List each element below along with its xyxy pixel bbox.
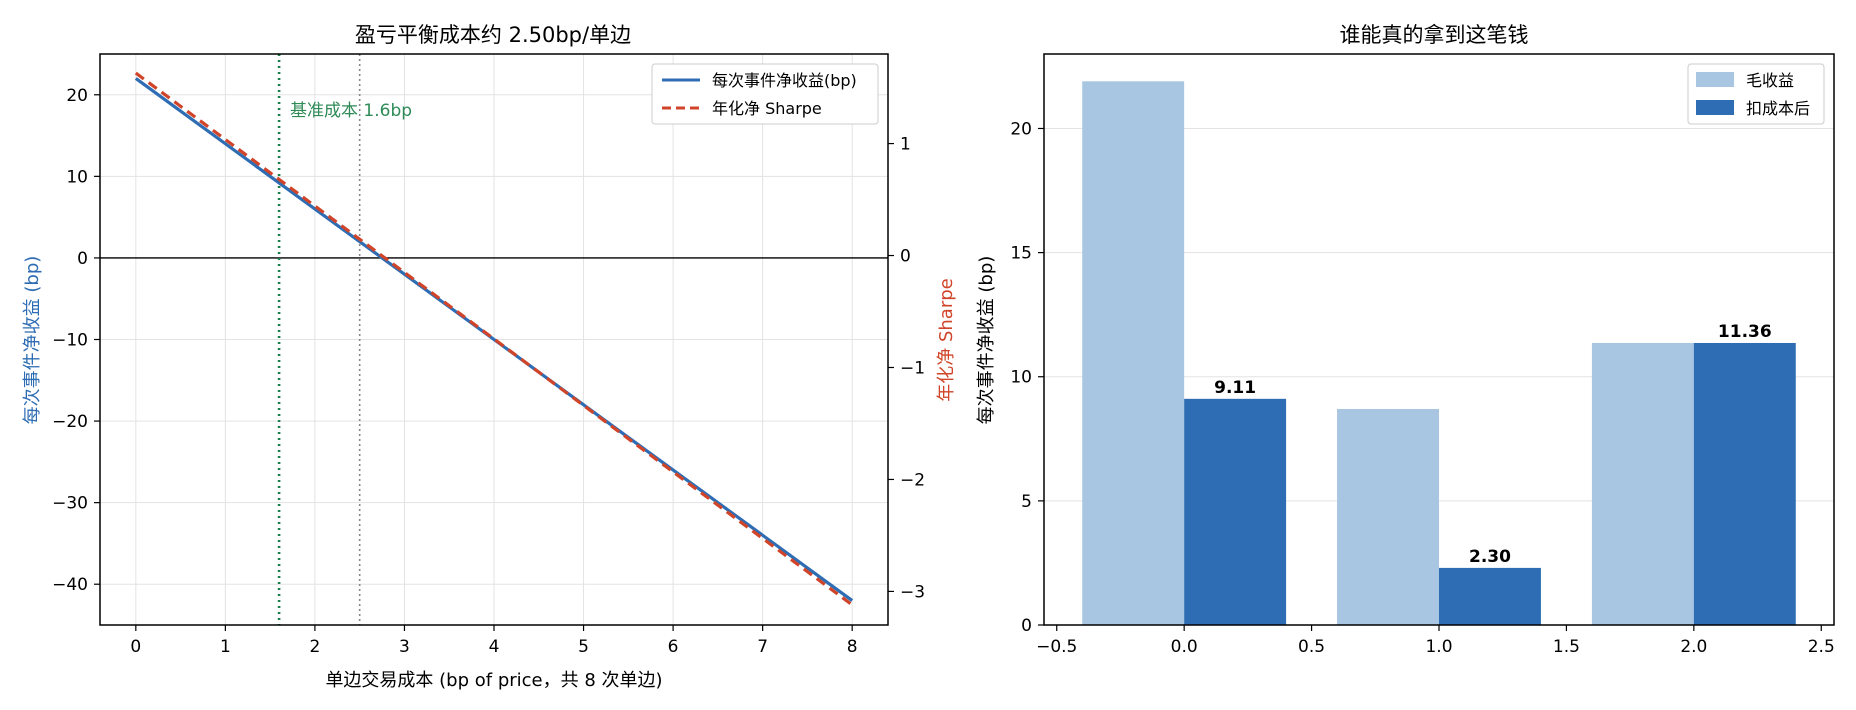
left-y-tick-label: 20: [66, 86, 88, 106]
left-x-tick-label: 3: [399, 637, 410, 657]
left-x-tick-label: 4: [489, 637, 500, 657]
right-y-tick-label: 10: [1010, 368, 1032, 388]
left-y-tick-label: −20: [52, 412, 88, 432]
gross-return-bar: [1082, 81, 1185, 625]
left-x-tick-label: 6: [668, 637, 679, 657]
bar-value-label: 9.11: [1214, 378, 1256, 398]
right-y-tick-label: 5: [1021, 492, 1032, 512]
net-return-bar: [1439, 567, 1541, 625]
left-legend: 每次事件净收益(bp) 年化净 Sharpe: [651, 63, 879, 125]
legend-gross-label: 毛收益: [1746, 71, 1794, 90]
left-x-ticks: 0 1 2 3 4 5 6 7 8: [130, 625, 858, 657]
left-y-tick-label: 10: [66, 167, 88, 187]
bar-value-label: 2.30: [1469, 547, 1511, 567]
left-y-tick-label: −10: [52, 331, 88, 351]
left-y-tick-label: −40: [52, 575, 88, 595]
gross-return-bar: [1337, 409, 1439, 625]
right-y-ticks: 0 5 10 15 20: [1010, 119, 1044, 636]
right-chart: 谁能真的拿到这笔钱 9.11 2.30 11.36 −0.5 0.0 0.5 1.0 1.5…: [976, 23, 1835, 657]
left-x-axis-label: 单边交易成本 (bp of price，共 8 次单边): [325, 670, 662, 691]
left-y-tick-label: −30: [52, 494, 88, 514]
right-y-axis-label: 每次事件净收益 (bp): [976, 256, 997, 425]
right-x-tick-label: 0.0: [1171, 637, 1198, 657]
right-x-tick-label: 1.0: [1425, 637, 1452, 657]
left-y2-tick-label: −3: [900, 582, 925, 602]
sharpe-line: [134, 71, 854, 607]
left-plot-area: [100, 54, 888, 625]
right-y-tick-label: 20: [1010, 119, 1032, 139]
net-return-bar: [1184, 398, 1287, 625]
left-chart-title: 盈亏平衡成本约 2.50bp/单边: [355, 23, 631, 47]
right-x-tick-label: 0.5: [1298, 637, 1325, 657]
baseline-cost-annotation: 基准成本 1.6bp: [290, 101, 412, 121]
right-chart-title: 谁能真的拿到这笔钱: [1340, 23, 1529, 47]
left-y2-tick-label: 1: [900, 135, 911, 155]
legend-net-return-label: 每次事件净收益(bp): [712, 71, 857, 90]
left-y-ticks: 20 10 0 −10 −20 −30 −40: [52, 86, 100, 595]
right-y-tick-label: 15: [1010, 244, 1032, 264]
left-legend-box: [651, 63, 879, 125]
right-bars: 9.11 2.30 11.36: [1082, 81, 1796, 625]
left-x-tick-label: 0: [130, 637, 141, 657]
left-y2-ticks: 1 0 −1 −2 −3: [888, 135, 925, 602]
left-y2-axis-label: 年化净 Sharpe: [936, 278, 957, 402]
gross-return-bar: [1591, 342, 1694, 625]
left-x-tick-label: 1: [220, 637, 231, 657]
left-x-tick-label: 5: [578, 637, 589, 657]
legend-net-label: 扣成本后: [1746, 99, 1810, 118]
legend-sharpe-label: 年化净 Sharpe: [712, 99, 822, 118]
net-return-bar: [1693, 342, 1796, 625]
left-y2-tick-label: −1: [900, 358, 925, 378]
net-return-line: [134, 77, 854, 602]
right-y-tick-label: 0: [1021, 616, 1032, 636]
legend-gross-swatch: [1696, 72, 1734, 87]
right-x-tick-label: 2.5: [1808, 637, 1835, 657]
legend-net-swatch: [1696, 100, 1734, 115]
right-legend: 毛收益 扣成本后: [1687, 63, 1825, 125]
left-y2-tick-label: −2: [900, 470, 925, 490]
right-x-tick-label: 1.5: [1553, 637, 1580, 657]
right-x-tick-label: 2.0: [1680, 637, 1707, 657]
left-x-tick-label: 7: [757, 637, 768, 657]
left-y-tick-label: 0: [77, 249, 88, 269]
right-x-ticks: −0.5 0.0 0.5 1.0 1.5 2.0 2.5: [1036, 625, 1835, 657]
bar-value-label: 11.36: [1718, 322, 1772, 342]
left-y-axis-label: 每次事件净收益 (bp): [22, 256, 43, 425]
left-x-tick-label: 8: [847, 637, 858, 657]
left-x-tick-label: 2: [309, 637, 320, 657]
left-y2-tick-label: 0: [900, 247, 911, 267]
right-x-tick-label: −0.5: [1036, 637, 1077, 657]
